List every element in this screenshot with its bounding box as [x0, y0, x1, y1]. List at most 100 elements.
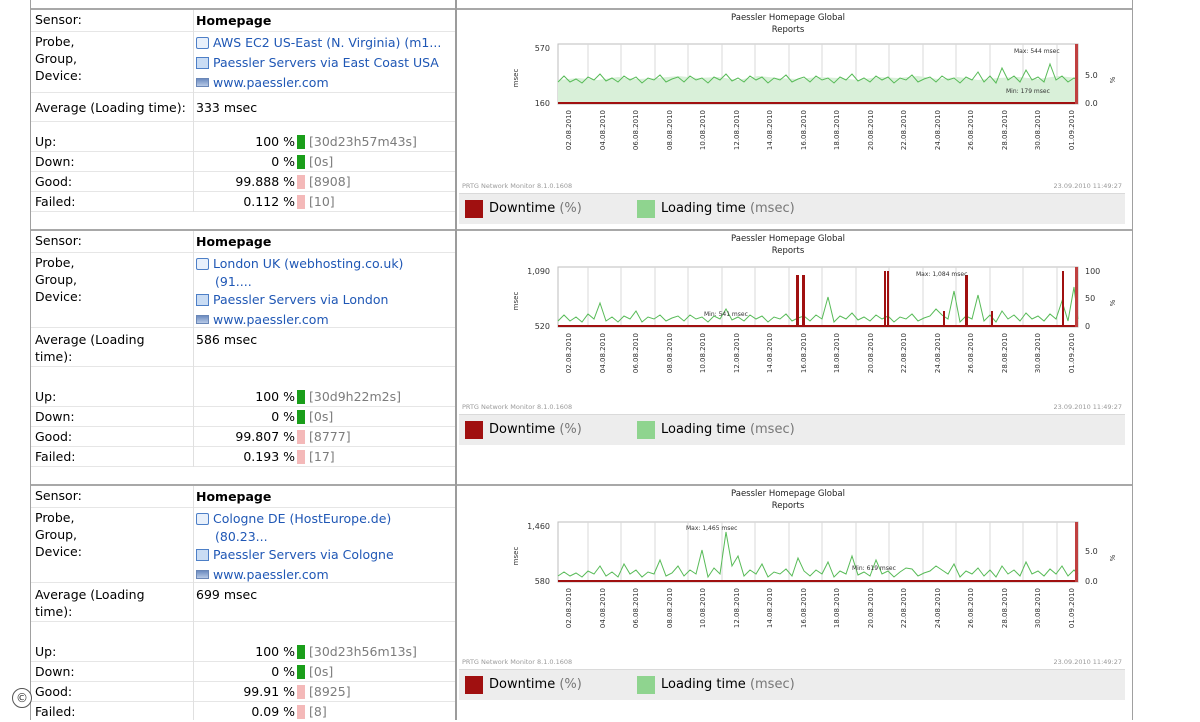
loading-time-line [557, 531, 1079, 579]
failed-row: Failed: 0.09 % [8] [31, 702, 455, 721]
sensor-name: Homepage [196, 234, 272, 249]
loading-legend-swatch [637, 676, 655, 694]
probe-group-device-label: Probe, Group, Device: [35, 509, 82, 560]
x-tick: 24.08.2010 [934, 110, 942, 150]
device-link-text: www.paessler.com [213, 312, 329, 327]
good-bar [297, 685, 305, 699]
x-tick: 22.08.2010 [900, 110, 908, 150]
chart-plot: 1,460 580 msec 5.0 0.0 % Max: 1,465 msec… [512, 521, 1117, 628]
up-row: Up: 100 % [30d23h57m43s] [31, 132, 455, 152]
loading-legend-label: Loading time (msec) [661, 422, 795, 438]
good-count: [8777] [309, 429, 351, 444]
average-row: Average (Loading time): 333 msec [31, 93, 455, 122]
group-link[interactable]: Paessler Servers via Cologne [196, 545, 454, 565]
x-tick: 08.08.2010 [666, 110, 674, 150]
downtime-spike [884, 271, 886, 327]
y-right-label: % [1109, 76, 1117, 83]
up-bar [297, 390, 305, 404]
sensor-label: Sensor: [35, 12, 82, 27]
probe-link-text: AWS EC2 US-East (N. Virginia) (m1... [213, 35, 442, 50]
sensor-name: Homepage [196, 489, 272, 504]
failed-value: 0.09 % [251, 704, 295, 719]
x-tick: 28.08.2010 [1001, 588, 1009, 628]
x-tick: 14.08.2010 [766, 110, 774, 150]
report-chart: Paessler Homepage Global Reports [458, 486, 1130, 706]
probe-group-device-row: Probe, Group, Device: London UK (webhost… [31, 253, 455, 328]
down-bar [297, 155, 305, 169]
group-link[interactable]: Paessler Servers via East Coast USA [196, 53, 454, 73]
y-right-label: % [1109, 299, 1117, 306]
probe-link-continued[interactable]: (80.23... [196, 529, 454, 545]
group-link-text: Paessler Servers via East Coast USA [213, 55, 439, 70]
y-left-tick: 520 [535, 322, 550, 331]
average-label-line-2: time): [35, 604, 73, 619]
up-label: Up: [35, 134, 57, 149]
average-label: Average (Loading time): [35, 331, 145, 365]
chart-title-line-2: Reports [771, 25, 805, 35]
chart-footer-left: PRTG Network Monitor 8.1.0.1608 [462, 403, 573, 411]
sensor-block: Sensor: Homepage Probe, Group, Device: C… [31, 484, 1132, 722]
down-label: Down: [35, 409, 75, 424]
downtime-legend-unit: (%) [559, 201, 582, 216]
average-label-line-1: Average (Loading [35, 587, 145, 602]
probe-group-device-links: London UK (webhosting.co.uk) (91.... Pae… [196, 254, 454, 330]
downtime-legend-text: Downtime [489, 422, 556, 437]
down-label: Down: [35, 664, 75, 679]
average-label: Average (Loading time): [35, 100, 186, 115]
max-annotation: Max: 1,465 msec [686, 525, 737, 532]
y-left-tick: 580 [535, 577, 550, 586]
downtime-spike [991, 311, 993, 327]
right-border [1132, 0, 1133, 720]
x-tick: 28.08.2010 [1001, 110, 1009, 150]
loading-legend-label: Loading time (msec) [661, 201, 795, 217]
group-link[interactable]: Paessler Servers via London [196, 290, 454, 310]
failed-value: 0.112 % [243, 194, 295, 209]
downtime-legend-label: Downtime (%) [489, 201, 582, 217]
x-tick: 04.08.2010 [599, 588, 607, 628]
y-right-tick: 0 [1085, 322, 1090, 331]
good-label: Good: [35, 429, 73, 444]
good-bar [297, 430, 305, 444]
x-tick: 10.08.2010 [699, 333, 707, 373]
x-axis-ticks: 02.08.2010 04.08.2010 06.08.2010 08.08.2… [565, 588, 1076, 628]
downtime-legend-text: Downtime [489, 677, 556, 692]
chart-footer-right: 23.09.2010 11:49:27 [1053, 182, 1122, 190]
downtime-axis-bar [1075, 522, 1078, 582]
loading-legend-text: Loading time [661, 422, 746, 437]
group-icon [196, 549, 209, 561]
probe-link-continued[interactable]: (91.... [196, 274, 454, 290]
down-bar [297, 665, 305, 679]
device-link[interactable]: www.paessler.com [196, 310, 454, 330]
probe-link[interactable]: London UK (webhosting.co.uk) [196, 254, 454, 274]
device-link[interactable]: www.paessler.com [196, 565, 454, 585]
chart-title-line-2: Reports [771, 501, 805, 511]
loading-time-line [557, 62, 1079, 84]
x-tick: 08.08.2010 [666, 588, 674, 628]
y-right-tick: 5.0 [1085, 547, 1098, 556]
column-divider [193, 231, 194, 467]
good-value: 99.91 % [243, 684, 295, 699]
up-duration: [30d9h22m2s] [309, 389, 402, 404]
downtime-legend-unit: (%) [559, 677, 582, 692]
probe-link[interactable]: AWS EC2 US-East (N. Virginia) (m1... [196, 33, 454, 53]
up-label: Up: [35, 389, 57, 404]
max-annotation: Max: 1,084 msec [916, 271, 967, 278]
min-annotation: Min: 179 msec [1006, 88, 1050, 95]
x-tick: 16.08.2010 [800, 588, 808, 628]
average-label-line-1: Average (Loading [35, 332, 145, 347]
downtime-spike [802, 275, 805, 327]
device-link[interactable]: www.paessler.com [196, 73, 454, 93]
loading-legend-label: Loading time (msec) [661, 677, 795, 693]
y-right-tick: 100 [1085, 267, 1100, 276]
probe-icon [196, 258, 209, 270]
probe-link[interactable]: Cologne DE (HostEurope.de) [196, 509, 454, 529]
chart-plot: 1,090 520 msec 100 50 0 % Max: 1,084 mse… [512, 266, 1117, 373]
failed-count: [8] [309, 704, 327, 719]
probe-link-text: London UK (webhosting.co.uk) [213, 256, 404, 271]
average-value: 586 msec [196, 332, 258, 347]
group-label: Group, [35, 51, 78, 66]
probe-link-continued-text: (80.23... [215, 529, 268, 544]
downtime-spike [796, 275, 799, 327]
up-value: 100 % [255, 389, 295, 404]
x-tick: 18.08.2010 [833, 588, 841, 628]
